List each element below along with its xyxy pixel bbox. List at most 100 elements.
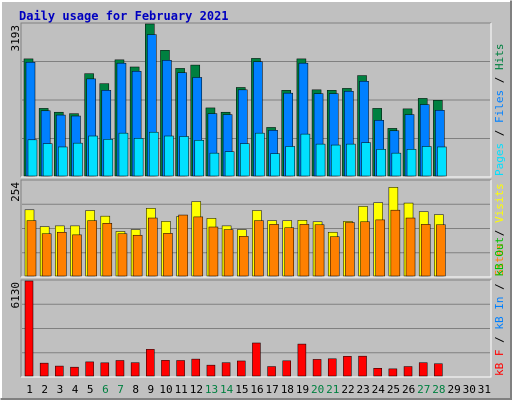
x-tick-label-day-10: 10 — [159, 383, 172, 396]
bar-pages-day-28 — [437, 146, 447, 177]
bar-sites-day-2 — [41, 233, 52, 277]
bar-kbytes-day-4 — [70, 366, 79, 377]
x-tick-label-day-30: 30 — [463, 383, 476, 396]
legend-item-sites: Sites — [493, 243, 506, 276]
panel-hits: 3193 — [9, 22, 492, 178]
bar-kbytes-day-20 — [312, 359, 322, 377]
legend-item-hits: Hits — [493, 44, 506, 71]
bar-sites-day-5 — [87, 220, 97, 277]
x-tick-label-day-18: 18 — [281, 383, 294, 396]
bar-pages-day-15 — [240, 143, 250, 177]
x-tick-label-day-4: 4 — [72, 383, 79, 396]
x-tick-label-day-13: 13 — [205, 383, 218, 396]
x-tick-label-day-6: 6 — [102, 383, 109, 396]
x-tick-label-day-24: 24 — [372, 383, 386, 396]
bar-sites-day-25 — [390, 209, 401, 277]
bar-pages-day-10 — [164, 135, 174, 177]
bar-sites-day-13 — [208, 226, 219, 277]
legend-item-kbytes: kB F — [493, 350, 506, 377]
bar-pages-day-18 — [285, 146, 295, 177]
bar-sites-day-19 — [299, 224, 310, 277]
bar-sites-day-11 — [178, 214, 188, 277]
x-tick-label-day-14: 14 — [220, 383, 234, 396]
legend-item-pages: Pages — [493, 143, 506, 176]
x-tick-label-day-12: 12 — [190, 383, 203, 396]
x-tick-label-day-11: 11 — [175, 383, 188, 396]
bar-kbytes-day-3 — [55, 365, 64, 377]
x-tick-label-day-8: 8 — [132, 383, 139, 396]
bar-kbytes-day-27 — [418, 362, 428, 377]
x-tick-label-day-25: 25 — [387, 383, 400, 396]
legend-separator: / — [493, 70, 506, 90]
bar-pages-day-4 — [73, 142, 83, 177]
bar-kbytes-day-6 — [100, 362, 110, 377]
bar-pages-day-26 — [406, 149, 417, 177]
x-tick-label-day-16: 16 — [250, 383, 263, 396]
panel-visits: 254 — [9, 179, 492, 278]
legend-separator: / — [493, 123, 506, 143]
bar-sites-day-18 — [284, 227, 294, 277]
bar-pages-day-8 — [133, 138, 144, 177]
legend-item-files: Files — [493, 90, 506, 123]
bar-pages-day-12 — [194, 140, 205, 177]
bar-pages-day-21 — [330, 144, 341, 177]
bar-kbytes-day-7 — [115, 360, 125, 377]
bar-pages-day-24 — [376, 149, 386, 177]
x-tick-label-day-21: 21 — [326, 383, 339, 396]
bar-kbytes-day-21 — [327, 358, 337, 377]
bar-sites-day-7 — [117, 233, 128, 277]
x-tick-label-day-27: 27 — [417, 383, 430, 396]
bar-sites-day-1 — [26, 220, 37, 277]
bar-sites-day-16 — [254, 220, 264, 277]
plot-bevel-light — [21, 180, 492, 278]
bar-pages-day-7 — [118, 132, 129, 177]
plot-bevel-dark — [20, 22, 491, 177]
bar-kbytes-day-25 — [388, 368, 398, 377]
bar-sites-day-4 — [72, 234, 82, 277]
bar-kbytes-day-13 — [206, 364, 216, 377]
legend-separator: / — [493, 330, 506, 350]
bar-sites-day-8 — [132, 234, 143, 277]
bar-pages-day-27 — [421, 146, 432, 177]
bar-kbytes-day-1 — [24, 280, 34, 377]
x-tick-label-day-19: 19 — [296, 383, 309, 396]
legend-item-kbytes-in: kB In — [493, 297, 506, 330]
panel-kbytes: 6130 — [9, 279, 492, 378]
bar-sites-day-17 — [269, 224, 279, 277]
x-tick-label-day-9: 9 — [148, 383, 155, 396]
bar-pages-day-1 — [27, 139, 38, 177]
bar-pages-day-14 — [224, 151, 235, 177]
x-tick-label-day-7: 7 — [117, 383, 124, 396]
bar-sites-day-12 — [193, 216, 204, 277]
x-tick-label-day-3: 3 — [57, 383, 64, 396]
chart-title: Daily usage for February 2021 — [19, 9, 229, 23]
bar-kbytes-day-18 — [282, 360, 291, 377]
bar-sites-day-27 — [420, 224, 431, 277]
bar-pages-day-3 — [58, 146, 68, 177]
bar-pages-day-11 — [179, 136, 189, 177]
legend-item-kbytes-out: kB Out — [493, 237, 506, 277]
x-tick-label-day-28: 28 — [432, 383, 445, 396]
bar-pages-day-19 — [300, 133, 311, 177]
x-tick-label-day-31: 31 — [478, 383, 491, 396]
bar-kbytes-day-10 — [161, 360, 170, 377]
bar-kbytes-day-24 — [373, 368, 382, 377]
x-tick-label-day-22: 22 — [341, 383, 354, 396]
bar-pages-day-16 — [255, 132, 265, 177]
bar-kbytes-day-23 — [358, 355, 367, 377]
bar-pages-day-2 — [42, 143, 53, 177]
bar-sites-day-14 — [223, 229, 234, 277]
bar-sites-day-3 — [57, 231, 67, 277]
bar-pages-day-5 — [88, 135, 98, 177]
x-tick-label-day-15: 15 — [235, 383, 248, 396]
y-max-label-hits: 3193 — [9, 25, 22, 52]
bar-sites-day-6 — [102, 223, 113, 277]
bar-sites-day-20 — [314, 224, 325, 277]
x-tick-label-day-20: 20 — [311, 383, 324, 396]
legend-3: kB F / kB In / kB Out — [493, 237, 506, 376]
x-tick-label-day-1: 1 — [26, 383, 33, 396]
bar-sites-day-9 — [148, 217, 158, 277]
legend-2: Sites / Visits — [493, 183, 506, 276]
